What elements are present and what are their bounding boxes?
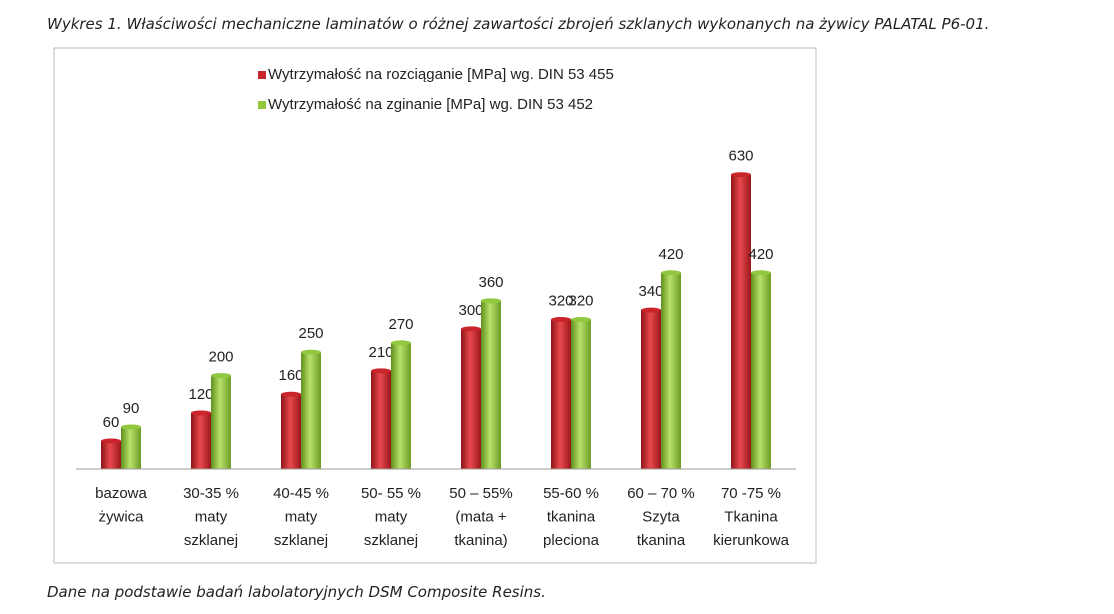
source-note: Dane na podstawie badań labolatoryjnych … xyxy=(47,583,546,601)
bar xyxy=(481,300,501,469)
data-label: 630 xyxy=(728,148,753,165)
bar xyxy=(461,328,481,469)
bar-cap xyxy=(551,317,571,323)
data-label: 320 xyxy=(548,292,573,309)
bar xyxy=(551,319,571,469)
bar-cap xyxy=(281,391,301,397)
data-label: 210 xyxy=(368,344,393,361)
bar xyxy=(211,375,231,469)
bar-cap xyxy=(641,307,661,313)
data-label: 200 xyxy=(208,349,233,366)
bar-cap xyxy=(121,424,141,430)
data-label: 420 xyxy=(658,246,683,263)
bar-cap xyxy=(751,270,771,276)
data-label: 340 xyxy=(638,283,663,300)
bar xyxy=(571,319,591,469)
chart-frame xyxy=(53,47,817,564)
data-label: 420 xyxy=(748,246,773,263)
bar-cap xyxy=(571,317,591,323)
x-tick-label: 50- 55 % maty szklanej xyxy=(361,485,421,549)
x-tick-label: 70 -75 % Tkanina kierunkowa xyxy=(713,485,790,549)
bar-cap xyxy=(461,326,481,332)
x-tick-label: 30-35 % maty szklanej xyxy=(183,485,239,549)
legend-swatch xyxy=(258,71,266,79)
data-label: 270 xyxy=(388,316,413,333)
data-label: 90 xyxy=(123,400,140,417)
bar-cap xyxy=(301,349,321,355)
data-label: 60 xyxy=(103,414,120,431)
data-label: 360 xyxy=(478,274,503,291)
x-tick-label: bazowa żywica xyxy=(95,485,147,526)
data-label: 300 xyxy=(458,302,483,319)
legend-swatch xyxy=(258,101,266,109)
bar-cap xyxy=(371,368,391,374)
bar xyxy=(641,310,661,469)
bar-cap xyxy=(661,270,681,276)
legend-label: Wytrzymałość na zginanie [MPa] wg. DIN 5… xyxy=(268,96,593,113)
data-label: 250 xyxy=(298,325,323,342)
bar xyxy=(661,272,681,469)
data-label: 160 xyxy=(278,367,303,384)
bar xyxy=(191,412,211,469)
x-tick-label: 50 – 55% (mata + tkanina) xyxy=(449,485,512,549)
bar-cap xyxy=(101,438,121,444)
caption: Wykres 1. Właściwości mechaniczne lamina… xyxy=(47,15,990,33)
bar-cap xyxy=(391,340,411,346)
legend-label: Wytrzymałość na rozciąganie [MPa] wg. DI… xyxy=(268,66,614,83)
bar-cap xyxy=(731,172,751,178)
bar xyxy=(281,394,301,469)
bar xyxy=(731,174,751,469)
bar-cap xyxy=(481,298,501,304)
bar-cap xyxy=(211,373,231,379)
data-label: 120 xyxy=(188,386,213,403)
bar xyxy=(751,272,771,469)
bar xyxy=(121,426,141,469)
x-tick-label: 40-45 % maty szklanej xyxy=(273,485,329,549)
x-tick-label: 60 – 70 % Szyta tkanina xyxy=(627,485,695,549)
bar xyxy=(391,342,411,469)
x-tick-label: 55-60 % tkanina pleciona xyxy=(543,485,600,549)
data-label: 320 xyxy=(568,292,593,309)
bar xyxy=(101,440,121,469)
bar-cap xyxy=(191,410,211,416)
bar xyxy=(301,352,321,469)
bar xyxy=(371,370,391,469)
